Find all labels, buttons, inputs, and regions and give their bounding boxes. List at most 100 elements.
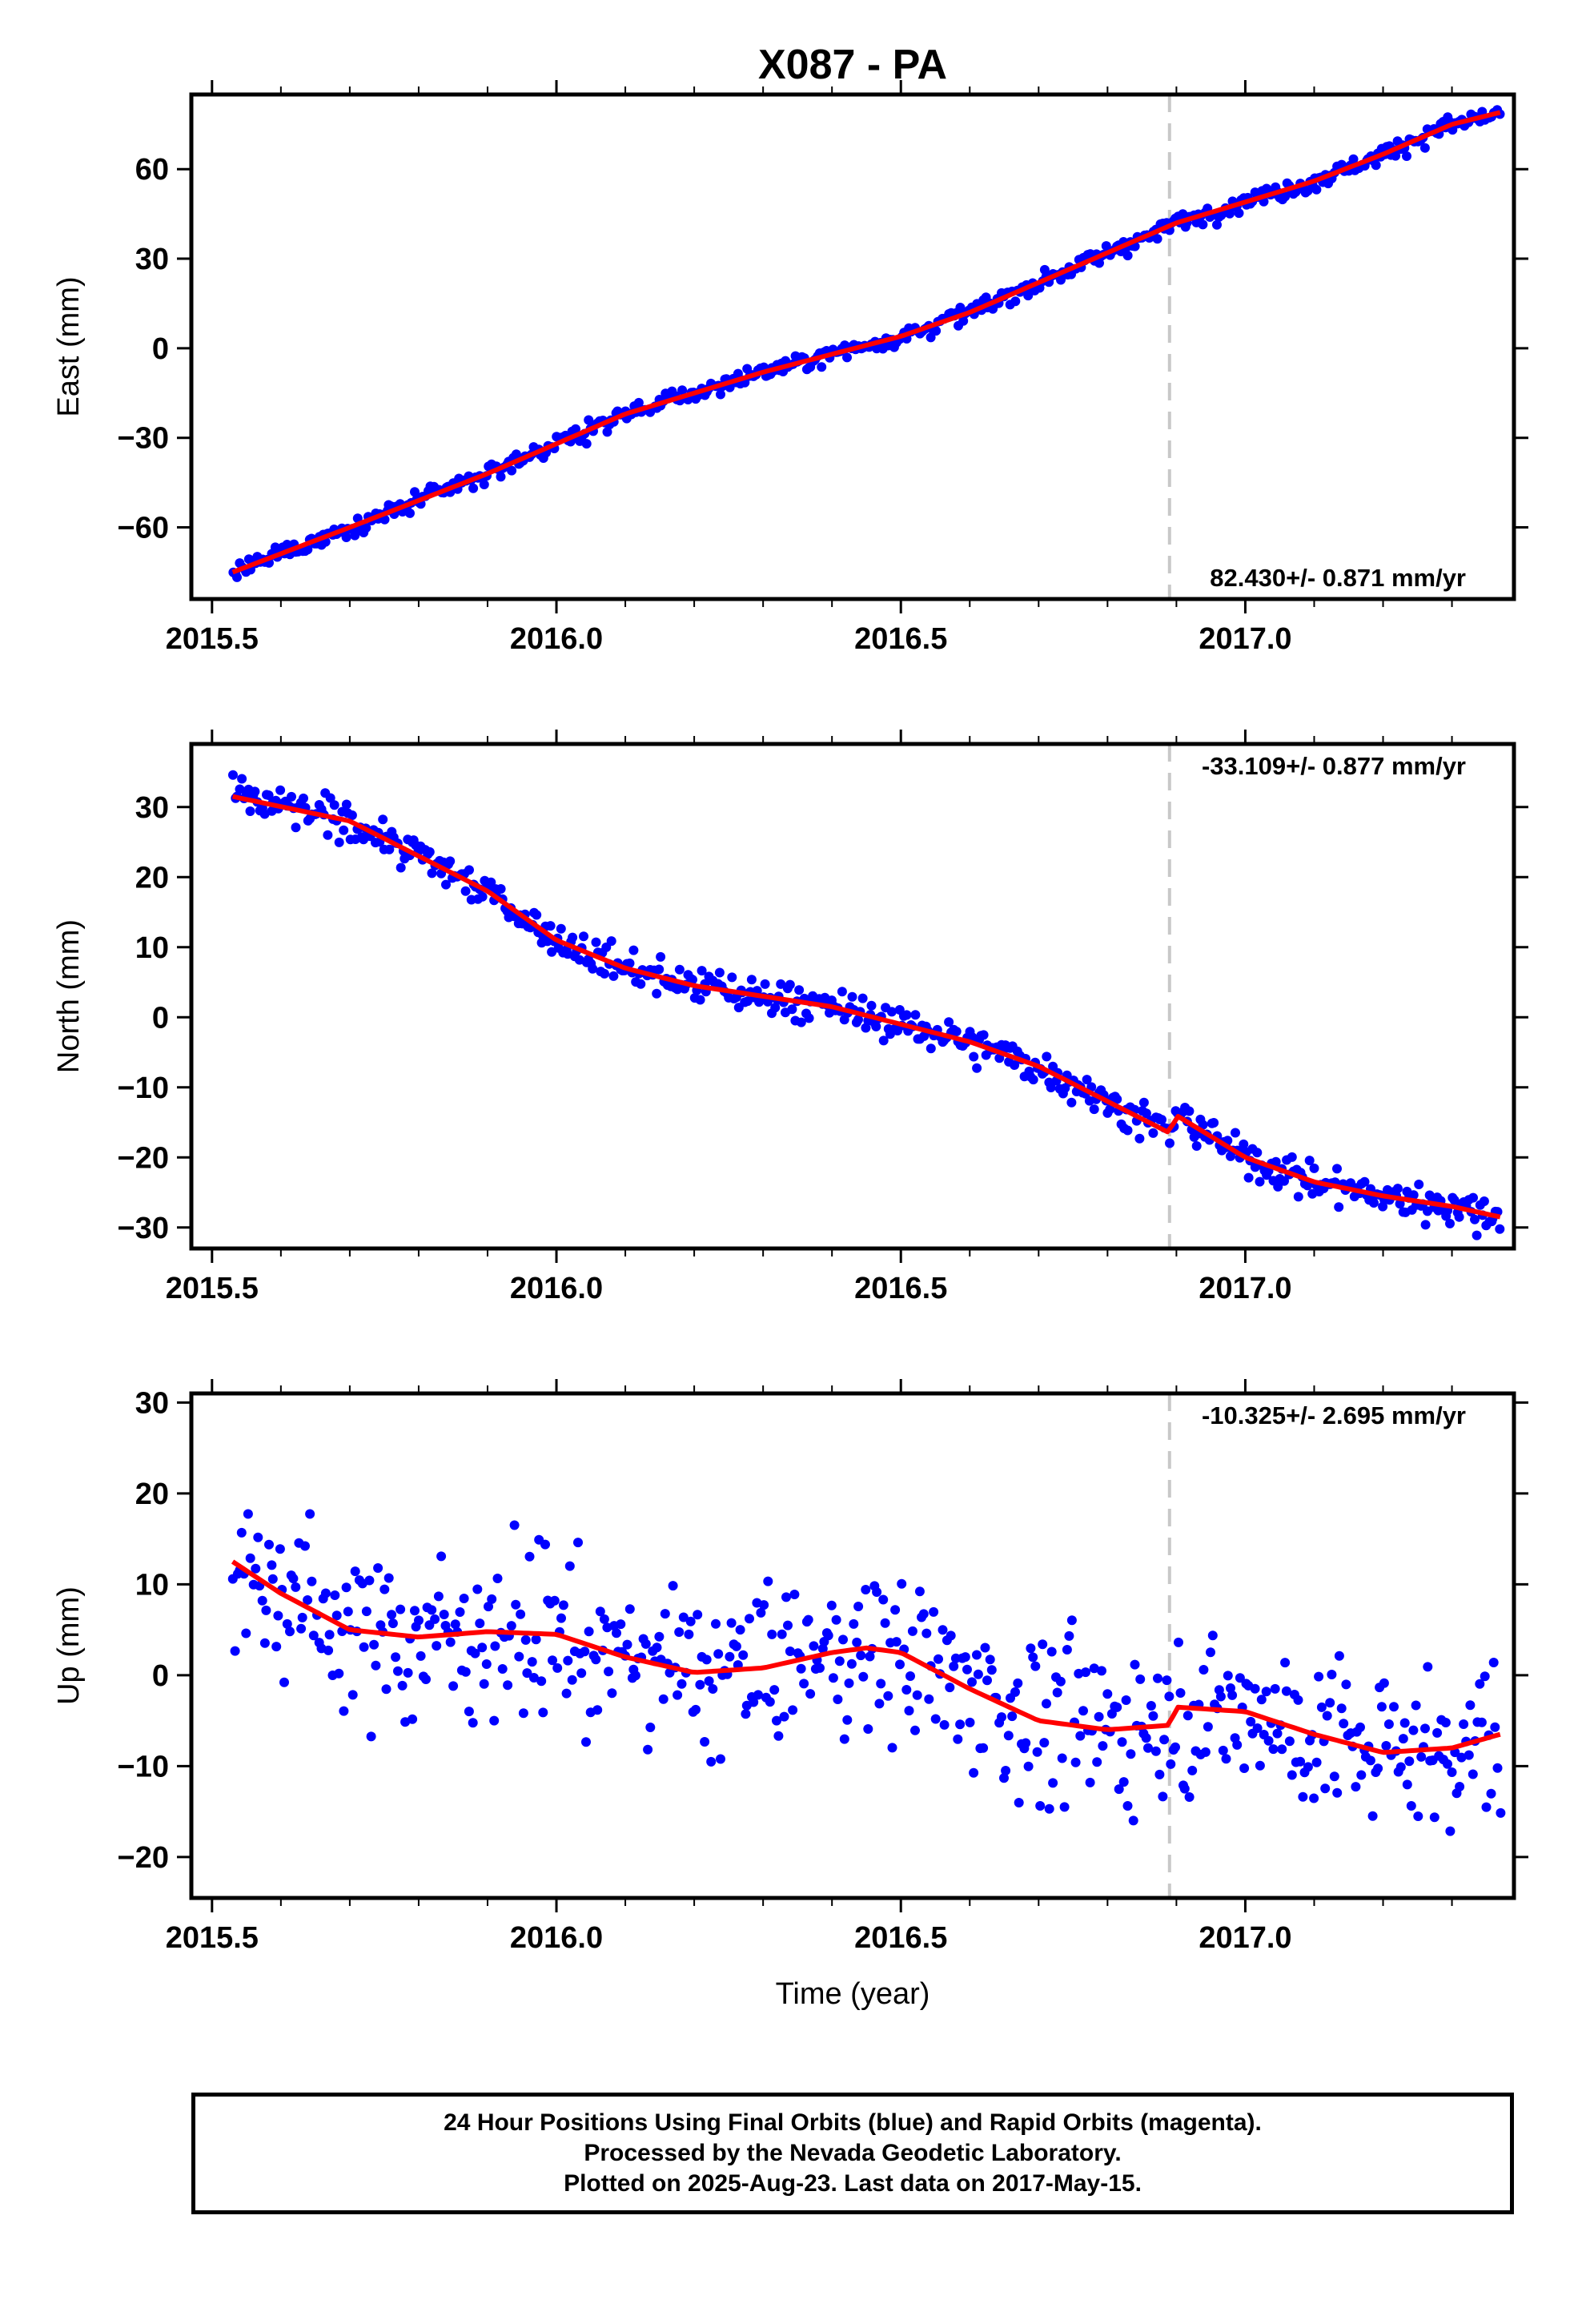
data-point	[524, 1551, 535, 1562]
data-point	[1327, 1670, 1337, 1679]
data-point	[883, 1691, 893, 1701]
data-point	[359, 1642, 369, 1652]
data-point	[834, 1656, 845, 1667]
data-point	[381, 1684, 391, 1695]
data-point	[574, 955, 584, 965]
data-point	[763, 1576, 773, 1586]
data-point	[1325, 1698, 1335, 1708]
data-point	[441, 879, 451, 890]
data-point	[387, 1610, 397, 1620]
data-point	[1030, 1661, 1041, 1671]
data-point	[287, 791, 296, 802]
data-point	[1376, 1702, 1387, 1712]
data-point	[329, 800, 339, 810]
data-point	[1057, 1753, 1067, 1763]
data-point	[379, 1584, 390, 1594]
data-point	[685, 1616, 696, 1626]
data-point	[364, 1575, 375, 1586]
data-point	[658, 1694, 669, 1704]
data-point	[809, 1641, 819, 1651]
data-point	[331, 1610, 342, 1621]
data-point	[579, 931, 588, 942]
data-point	[291, 1582, 301, 1592]
data-point	[235, 784, 245, 794]
data-point	[999, 1773, 1009, 1783]
data-point	[931, 326, 942, 336]
data-point	[1062, 1645, 1072, 1655]
data-point	[1447, 1767, 1457, 1777]
data-point	[652, 988, 662, 999]
data-point	[1383, 1719, 1394, 1729]
data-point	[1371, 160, 1381, 171]
data-point	[391, 1652, 401, 1663]
data-point	[846, 1659, 857, 1669]
data-point	[393, 1666, 403, 1676]
data-point	[538, 1707, 548, 1718]
data-point	[817, 362, 827, 372]
data-point	[838, 1634, 848, 1645]
data-point	[783, 1620, 793, 1630]
data-point	[624, 1604, 635, 1614]
data-point	[1456, 1752, 1467, 1763]
data-point	[897, 1578, 907, 1589]
data-point	[1481, 1802, 1492, 1812]
data-point	[842, 1715, 853, 1725]
data-point	[460, 886, 471, 896]
data-point	[1014, 1798, 1024, 1807]
data-point	[561, 1688, 572, 1699]
data-point	[1070, 1757, 1081, 1767]
data-point	[753, 1690, 763, 1700]
data-point	[876, 1679, 886, 1689]
data-point	[1322, 1711, 1332, 1721]
data-point	[1130, 1659, 1140, 1670]
data-point	[674, 1627, 685, 1637]
data-point	[1184, 1792, 1195, 1802]
data-point	[1146, 1701, 1156, 1711]
data-point	[556, 923, 566, 934]
data-point	[1075, 1731, 1086, 1741]
data-point	[1134, 1133, 1145, 1144]
data-point	[1420, 1220, 1431, 1230]
data-point	[604, 1667, 614, 1677]
data-point	[907, 1626, 917, 1636]
data-point	[1112, 1094, 1122, 1104]
rate-label: -33.109+/- 0.877 mm/yr	[1202, 752, 1466, 780]
data-point	[1212, 219, 1222, 230]
data-point	[1138, 1097, 1149, 1108]
data-point	[1112, 1702, 1122, 1712]
data-point	[965, 1717, 975, 1727]
data-point	[1225, 208, 1235, 219]
data-point	[1066, 1615, 1077, 1626]
data-point	[796, 1017, 806, 1027]
data-point	[826, 1600, 837, 1610]
data-point	[549, 1595, 560, 1606]
data-point	[1007, 1711, 1018, 1722]
data-point	[958, 316, 969, 326]
data-point	[794, 985, 805, 995]
data-point	[912, 1690, 922, 1700]
panel-1: 2015.5 2016.0 2016.5 2017.0 60 30 0 −30 −60 East …	[52, 80, 1528, 656]
data-point	[1252, 1723, 1263, 1733]
data-point	[926, 1043, 936, 1054]
data-point	[1170, 1742, 1180, 1752]
data-point	[459, 1594, 469, 1603]
data-point	[640, 1638, 651, 1649]
data-point	[470, 1648, 480, 1659]
data-point	[1026, 1643, 1036, 1654]
data-point	[673, 1690, 683, 1700]
data-point	[861, 1585, 871, 1594]
data-point	[785, 1647, 795, 1656]
data-point	[799, 1679, 809, 1689]
data-point	[1411, 1700, 1421, 1711]
data-point	[445, 856, 456, 866]
data-point	[905, 1671, 915, 1681]
data-point	[450, 1619, 460, 1630]
data-point	[865, 1651, 875, 1662]
data-point	[271, 1642, 282, 1652]
caption-line: Plotted on 2025-Aug-23. Last data on 201…	[564, 2170, 1142, 2197]
data-point	[1182, 1711, 1193, 1721]
data-point	[580, 1647, 590, 1657]
data-point	[1309, 1793, 1319, 1803]
data-point	[654, 1631, 665, 1642]
data-point	[789, 1590, 800, 1599]
